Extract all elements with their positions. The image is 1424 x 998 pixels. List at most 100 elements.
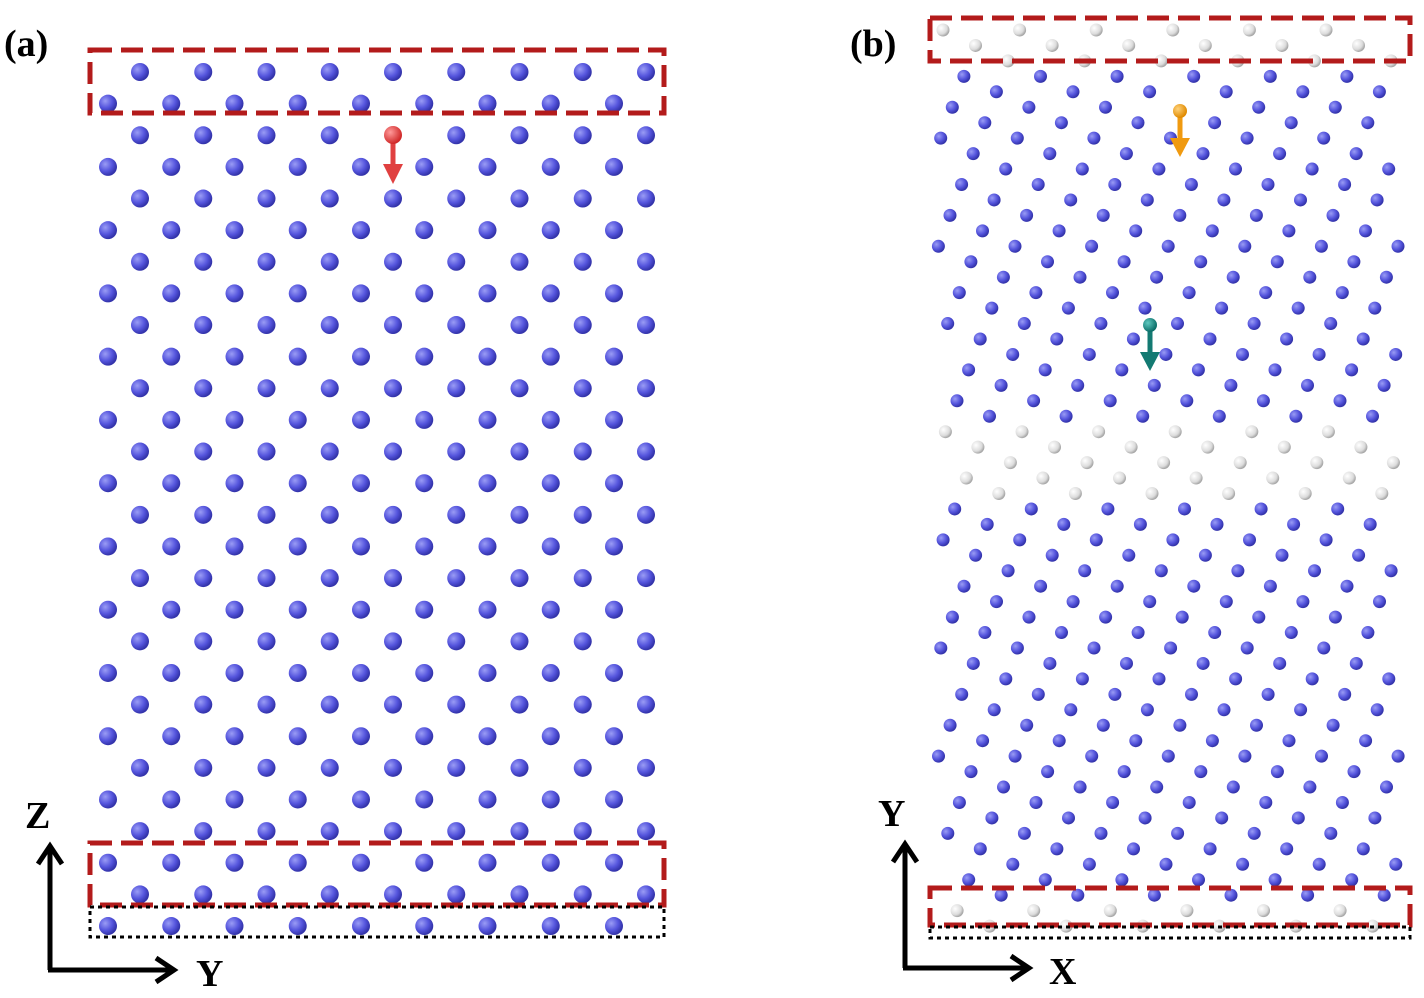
atom bbox=[1268, 363, 1282, 377]
atom bbox=[1082, 347, 1096, 361]
atom bbox=[541, 347, 560, 366]
atom bbox=[637, 189, 655, 208]
atom bbox=[1120, 656, 1133, 670]
atom bbox=[1261, 687, 1275, 701]
atom bbox=[1173, 718, 1187, 732]
atom bbox=[320, 379, 339, 398]
atom bbox=[1368, 301, 1382, 315]
atom bbox=[1136, 409, 1150, 423]
atom bbox=[1373, 595, 1386, 609]
atom bbox=[131, 695, 149, 714]
atom bbox=[1064, 193, 1078, 207]
atom bbox=[541, 663, 560, 682]
atom bbox=[99, 537, 117, 556]
atom bbox=[1335, 796, 1349, 809]
atom bbox=[1080, 456, 1094, 470]
atom bbox=[162, 474, 181, 493]
atom bbox=[1229, 162, 1242, 176]
atom bbox=[573, 189, 592, 208]
atom bbox=[1166, 533, 1180, 547]
atom bbox=[162, 537, 181, 556]
atom bbox=[1391, 239, 1405, 253]
atom bbox=[1270, 765, 1284, 779]
atom bbox=[320, 822, 339, 841]
tracked-atom bbox=[384, 126, 402, 144]
atom bbox=[1224, 378, 1238, 392]
atom bbox=[1015, 425, 1029, 439]
atom bbox=[384, 822, 402, 841]
atom bbox=[1196, 656, 1210, 670]
atom bbox=[1173, 208, 1187, 222]
atom bbox=[1252, 610, 1266, 624]
atom bbox=[478, 600, 497, 619]
atom bbox=[1308, 564, 1321, 578]
atom bbox=[1041, 255, 1054, 269]
atom bbox=[573, 126, 592, 145]
atom bbox=[1205, 224, 1219, 238]
atom bbox=[1103, 394, 1117, 408]
atom bbox=[1115, 873, 1129, 887]
atom bbox=[415, 600, 434, 619]
atom bbox=[1138, 301, 1152, 315]
atom bbox=[1071, 378, 1085, 392]
atom bbox=[1108, 687, 1122, 701]
atom bbox=[1347, 255, 1361, 269]
atom bbox=[288, 94, 307, 113]
atom bbox=[1082, 857, 1096, 871]
atom bbox=[969, 548, 983, 562]
atom bbox=[976, 734, 990, 748]
atom bbox=[99, 410, 117, 429]
atom bbox=[1236, 347, 1249, 361]
atom bbox=[510, 316, 529, 335]
atom bbox=[225, 790, 244, 809]
atom bbox=[541, 727, 560, 746]
atom bbox=[1101, 502, 1115, 516]
atom bbox=[1089, 23, 1103, 37]
atom bbox=[288, 410, 307, 429]
arrowhead bbox=[35, 841, 65, 866]
atom bbox=[1254, 502, 1268, 516]
atom bbox=[320, 569, 339, 588]
atom bbox=[1054, 116, 1068, 130]
atom bbox=[573, 63, 592, 81]
axis-label: X bbox=[1049, 951, 1076, 993]
atom bbox=[1312, 857, 1326, 871]
atom bbox=[1191, 363, 1205, 377]
atom bbox=[541, 221, 560, 240]
atom bbox=[541, 917, 560, 936]
atom bbox=[131, 63, 149, 81]
atom bbox=[1143, 85, 1157, 99]
atom bbox=[194, 885, 213, 904]
atom bbox=[994, 888, 1008, 902]
fixed-region bbox=[87, 840, 667, 908]
atom bbox=[194, 758, 213, 777]
atom bbox=[162, 94, 181, 113]
atom bbox=[447, 695, 466, 714]
atom bbox=[1154, 564, 1168, 578]
atom bbox=[1140, 193, 1154, 207]
arrowhead bbox=[154, 955, 179, 985]
atom bbox=[1068, 487, 1082, 500]
atom bbox=[1096, 718, 1110, 732]
atom bbox=[1106, 796, 1120, 809]
atom bbox=[510, 442, 529, 461]
atom bbox=[637, 126, 655, 145]
atom bbox=[225, 157, 244, 176]
atom bbox=[1219, 85, 1233, 99]
atom bbox=[352, 474, 370, 493]
atom bbox=[447, 189, 466, 208]
atom bbox=[1171, 317, 1184, 331]
atom bbox=[1094, 826, 1108, 840]
atom bbox=[1010, 131, 1024, 145]
atom bbox=[352, 917, 370, 936]
axis-label: Y bbox=[196, 953, 223, 995]
atom bbox=[99, 600, 117, 619]
atom bbox=[1036, 471, 1050, 485]
atom bbox=[257, 126, 276, 145]
atom bbox=[194, 252, 213, 271]
atom bbox=[1226, 780, 1240, 794]
atom bbox=[1029, 796, 1043, 809]
atom bbox=[162, 727, 181, 746]
atom bbox=[1389, 857, 1403, 871]
atom bbox=[973, 842, 987, 856]
